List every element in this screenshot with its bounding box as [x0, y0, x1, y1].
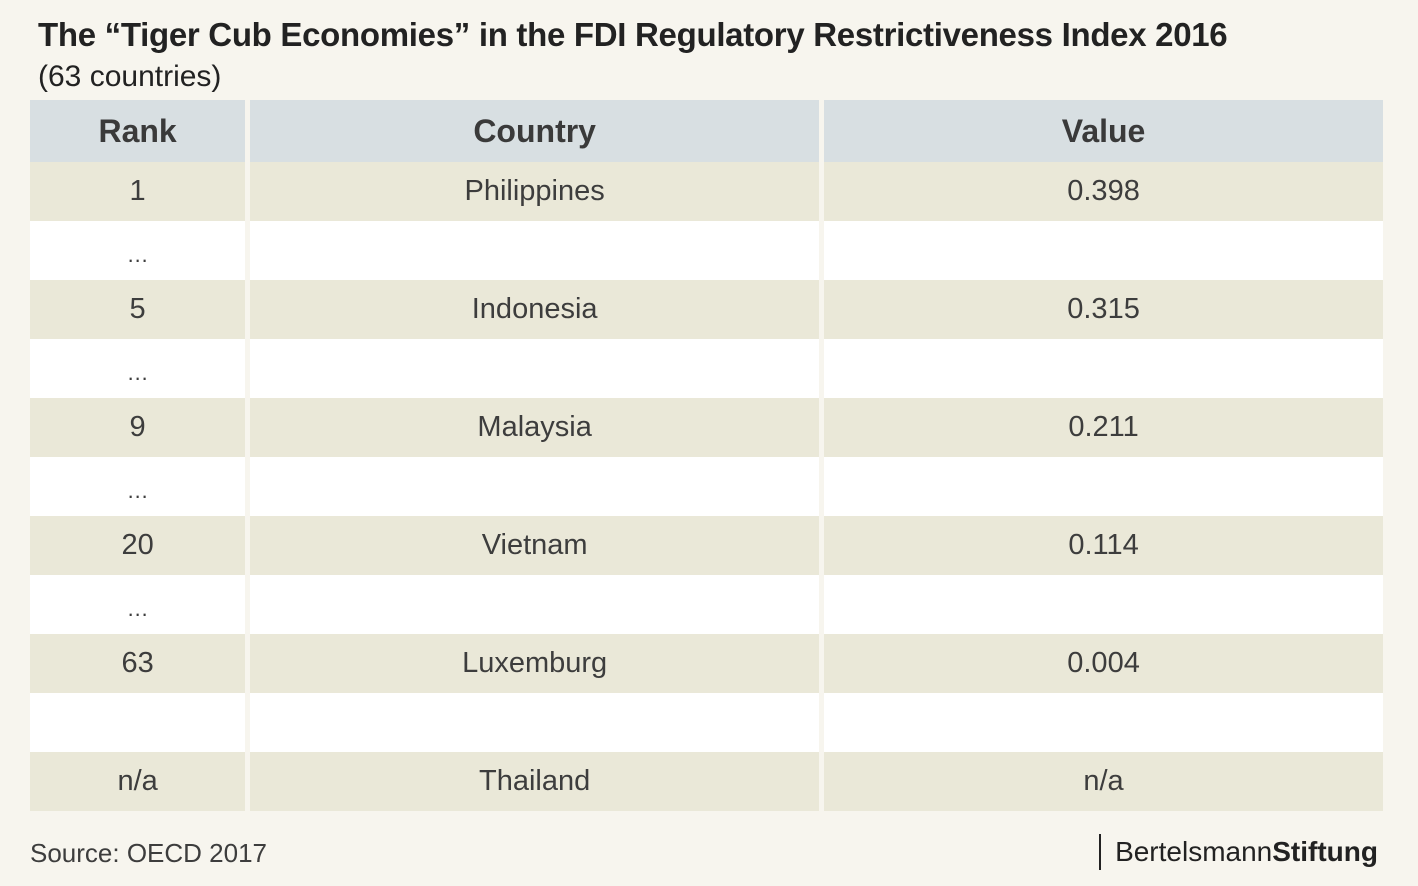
ranking-table: Rank Country Value 1 Philippines 0.398 ……	[30, 100, 1383, 811]
brand-logo: Bertelsmann Stiftung	[1099, 834, 1378, 870]
country-cell	[250, 457, 820, 516]
rank-cell: 1	[30, 162, 246, 221]
rank-cell: 63	[30, 634, 246, 693]
country-cell	[250, 575, 820, 634]
table-row: 5 Indonesia 0.315	[30, 280, 1383, 339]
table-row: n/a Thailand n/a	[30, 752, 1383, 811]
brand-name-part1: Bertelsmann	[1115, 836, 1273, 867]
rank-cell: n/a	[30, 752, 246, 811]
country-cell	[250, 693, 820, 752]
table-row: 63 Luxemburg 0.004	[30, 634, 1383, 693]
value-cell	[824, 457, 1383, 516]
table-row: …	[30, 221, 1383, 280]
value-cell	[824, 339, 1383, 398]
value-cell	[824, 221, 1383, 280]
value-cell	[824, 575, 1383, 634]
country-cell	[250, 221, 820, 280]
rank-cell: …	[30, 221, 246, 280]
brand-name-part2: Stiftung	[1272, 836, 1378, 867]
column-header-rank: Rank	[30, 100, 246, 162]
rank-cell: 20	[30, 516, 246, 575]
table-row: …	[30, 457, 1383, 516]
value-cell: n/a	[824, 752, 1383, 811]
value-cell: 0.211	[824, 398, 1383, 457]
column-header-value: Value	[824, 100, 1383, 162]
rank-cell: …	[30, 457, 246, 516]
table-row: …	[30, 339, 1383, 398]
rank-cell	[30, 693, 246, 752]
country-cell: Indonesia	[250, 280, 820, 339]
page-title: The “Tiger Cub Economies” in the FDI Reg…	[38, 16, 1228, 53]
value-cell	[824, 693, 1383, 752]
table-header-row: Rank Country Value	[30, 100, 1383, 162]
rank-cell: …	[30, 339, 246, 398]
country-cell	[250, 339, 820, 398]
table-row: 9 Malaysia 0.211	[30, 398, 1383, 457]
value-cell: 0.114	[824, 516, 1383, 575]
country-cell: Luxemburg	[250, 634, 820, 693]
country-cell: Philippines	[250, 162, 820, 221]
value-cell: 0.004	[824, 634, 1383, 693]
source-note: Source: OECD 2017	[30, 838, 268, 868]
table-row	[30, 693, 1383, 752]
column-header-country: Country	[250, 100, 820, 162]
table-row: 1 Philippines 0.398	[30, 162, 1383, 221]
logo-divider	[1099, 834, 1102, 870]
table-row: …	[30, 575, 1383, 634]
rank-cell: 9	[30, 398, 246, 457]
country-cell: Malaysia	[250, 398, 820, 457]
country-cell: Thailand	[250, 752, 820, 811]
value-cell: 0.315	[824, 280, 1383, 339]
page-subtitle: (63 countries)	[38, 60, 222, 93]
table-row: 20 Vietnam 0.114	[30, 516, 1383, 575]
country-cell: Vietnam	[250, 516, 820, 575]
rank-cell: …	[30, 575, 246, 634]
value-cell: 0.398	[824, 162, 1383, 221]
rank-cell: 5	[30, 280, 246, 339]
